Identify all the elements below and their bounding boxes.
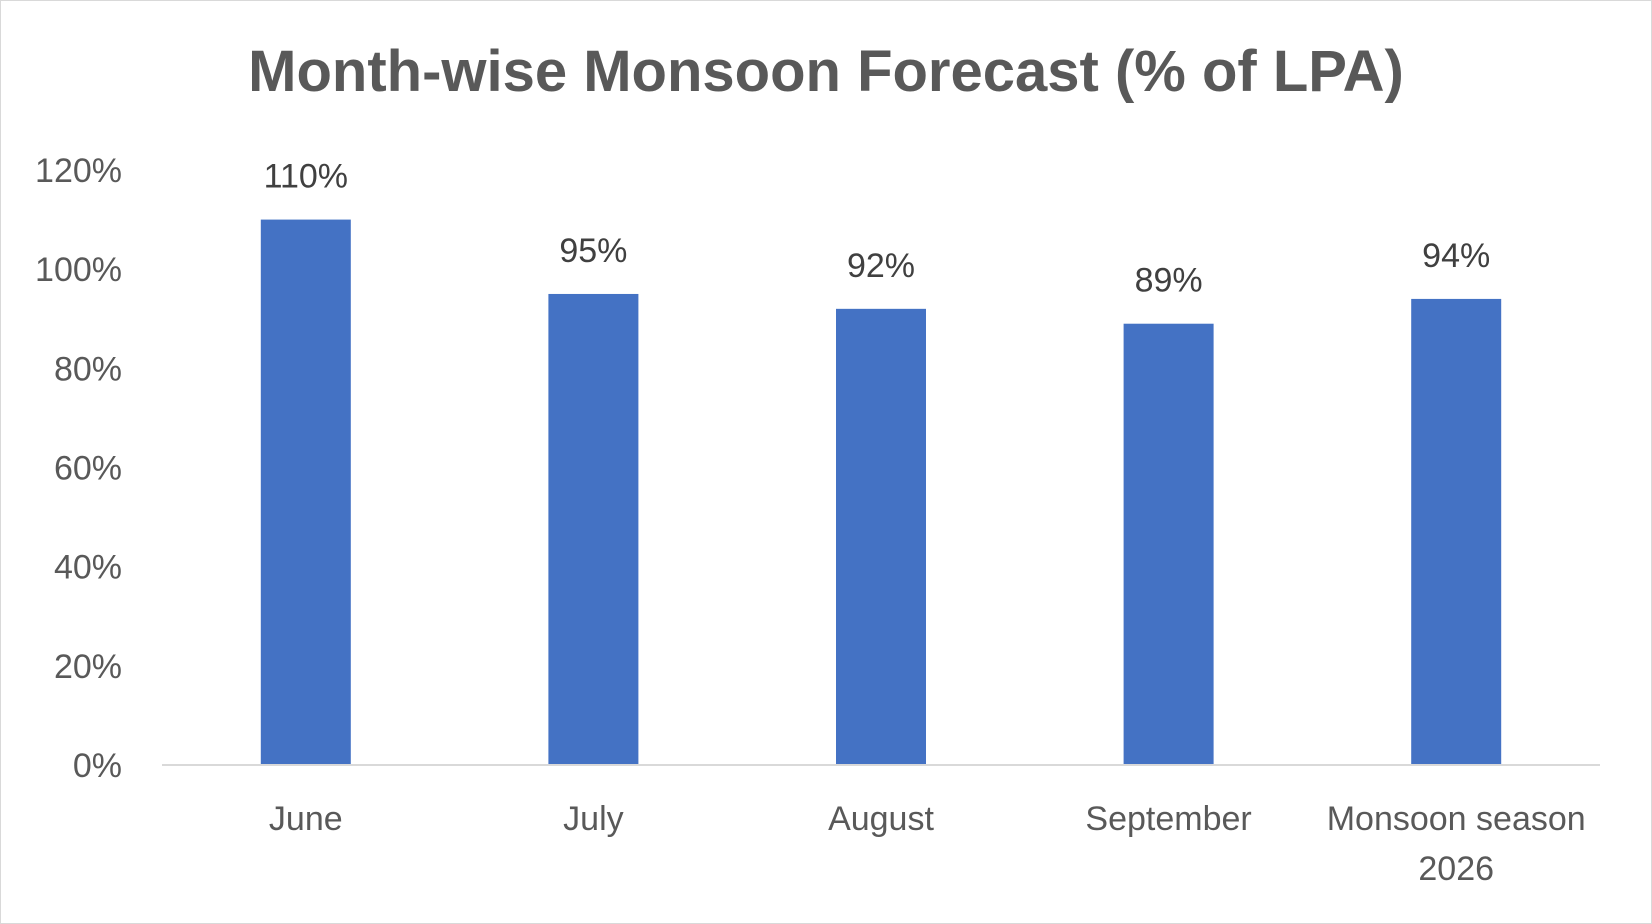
y-axis-ticks: 0% 20% 40% 60% 80% 100% 120%: [35, 152, 122, 785]
y-tick-label: 20%: [54, 648, 122, 686]
data-labels: 110% 95% 92% 89% 94%: [264, 158, 1491, 300]
data-label: 92%: [847, 247, 915, 285]
category-label: September: [1085, 800, 1251, 838]
category-label: Monsoon season: [1327, 800, 1586, 838]
category-label: June: [269, 800, 343, 838]
y-tick-label: 0%: [73, 747, 122, 785]
bar: [836, 308, 926, 765]
y-tick-label: 40%: [54, 549, 122, 587]
bar: [1411, 298, 1502, 765]
data-label: 89%: [1135, 262, 1203, 300]
category-labels: June July August September Monsoon season 202…: [269, 800, 1586, 888]
category-label: August: [828, 800, 934, 838]
bar: [260, 219, 351, 766]
y-tick-label: 60%: [54, 450, 122, 488]
data-label: 94%: [1422, 237, 1490, 275]
bar: [1123, 323, 1214, 765]
data-label: 95%: [559, 232, 627, 270]
chart-title: Month-wise Monsoon Forecast (% of LPA): [248, 39, 1404, 104]
y-tick-label: 80%: [54, 350, 122, 388]
bars: [260, 219, 1502, 766]
y-tick-label: 100%: [35, 251, 122, 289]
category-label: July: [563, 800, 623, 838]
category-label: 2026: [1418, 850, 1494, 888]
y-tick-label: 120%: [35, 152, 122, 190]
data-label: 110%: [264, 158, 348, 196]
bar: [548, 293, 639, 765]
